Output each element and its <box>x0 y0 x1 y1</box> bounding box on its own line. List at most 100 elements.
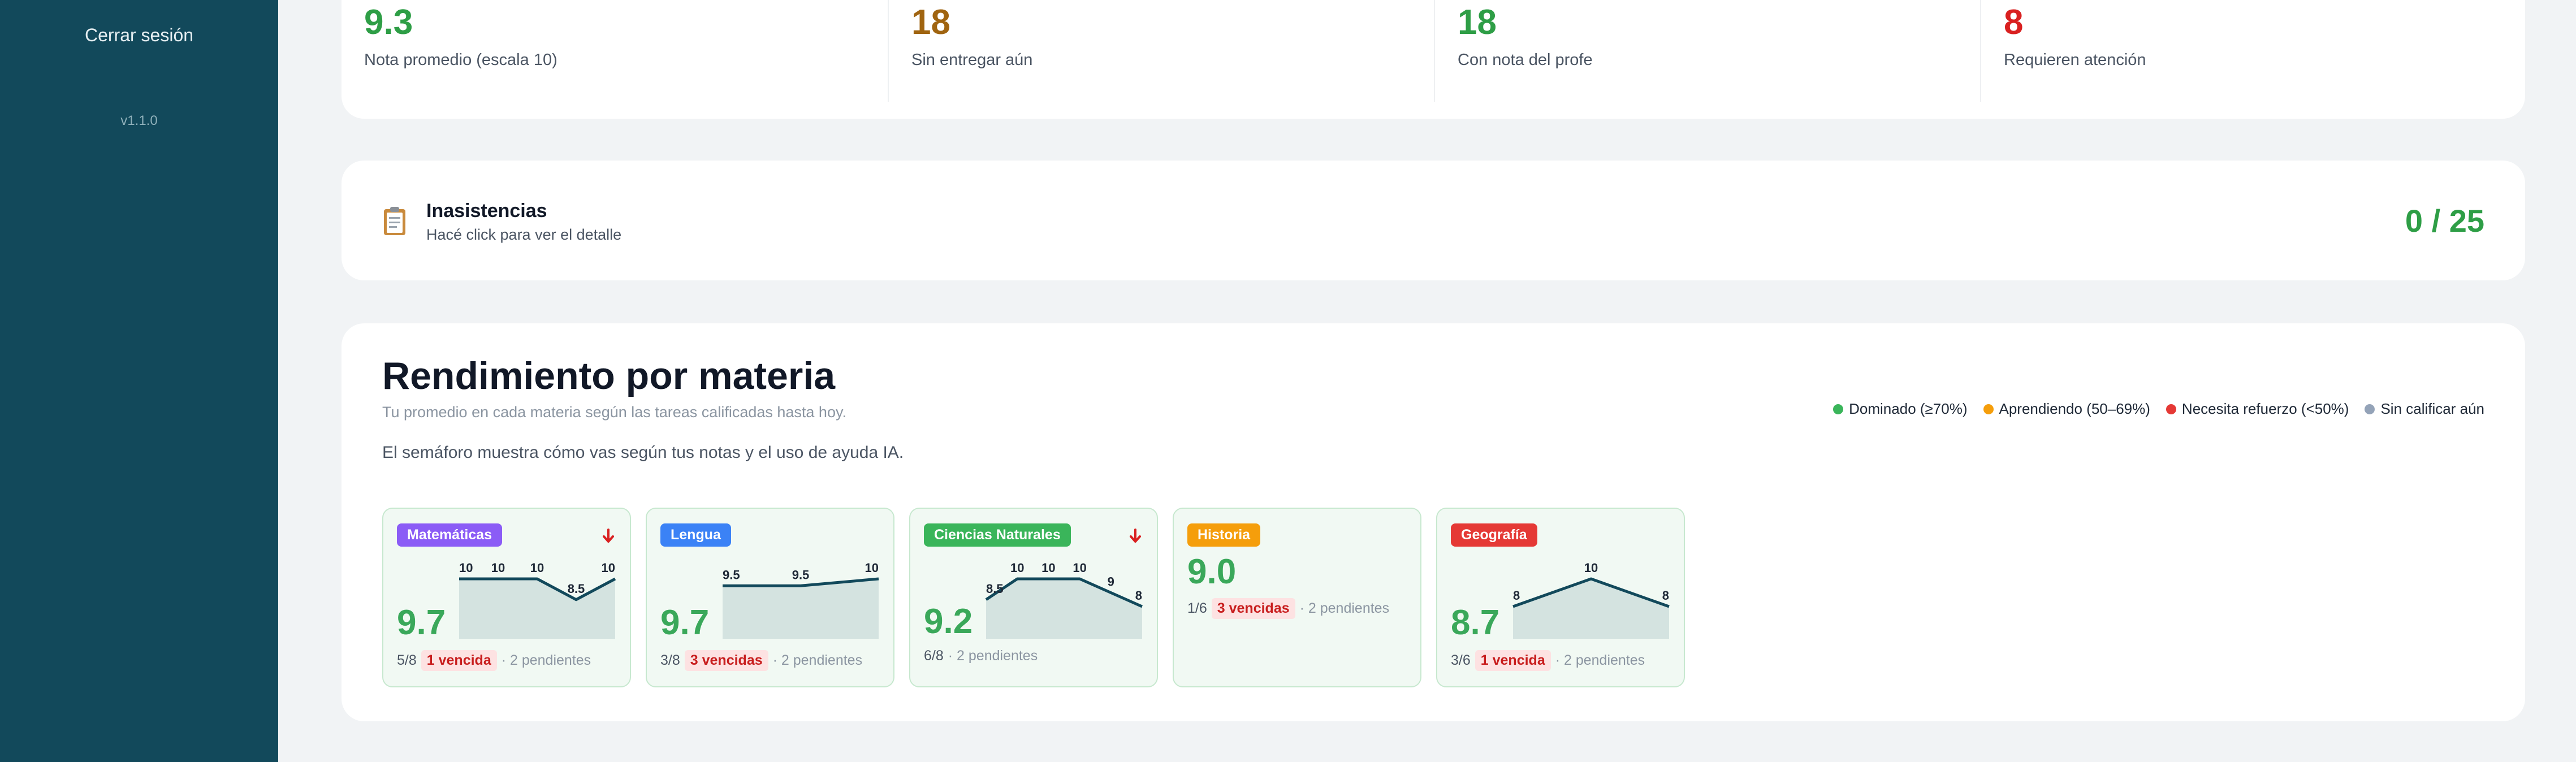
stat-value: 18 <box>911 3 950 42</box>
subject-tag: Geografía <box>1451 523 1537 547</box>
trend-down-icon <box>1130 529 1141 543</box>
stat-value: 9.3 <box>364 3 413 42</box>
gray-dot-icon <box>2365 404 2375 414</box>
app-version: v1.1.0 <box>120 113 158 128</box>
sparkline-point-label: 10 <box>1010 561 1024 575</box>
sparkline-line <box>985 577 1143 608</box>
section-subtitle: Tu promedio en cada materia según las ta… <box>382 404 846 421</box>
graded-count: 3/6 <box>1451 652 1471 668</box>
sparkline-area <box>986 579 1142 639</box>
pending-count: · 2 pendientes <box>772 652 863 668</box>
sparkline-point-label: 8 <box>1513 588 1520 603</box>
sparkline-point-label: 10 <box>1041 561 1055 575</box>
stat-label: Sin entregar aún <box>911 51 1033 69</box>
graded-count: 5/8 <box>397 652 417 668</box>
sparkline-line <box>459 577 616 601</box>
sparkline-point-label: 10 <box>530 561 544 575</box>
sidebar: Cerrar sesión v1.1.0 <box>0 0 278 762</box>
stat-average-grade: 9.3 Nota promedio (escala 10) <box>342 0 888 102</box>
stat-value: 8 <box>2004 3 2024 42</box>
sparkline-point-label: 8 <box>1662 588 1669 603</box>
sparkline-point-label: 8.5 <box>568 582 585 596</box>
legend-label: Dominado (≥70%) <box>1849 400 1968 417</box>
overdue-badge: 1 vencida <box>1475 650 1551 671</box>
sparkline-point-label: 8.5 <box>986 582 1004 596</box>
sparkline-area <box>459 579 615 639</box>
grades-sparkline: 8 10 8 <box>1512 561 1670 639</box>
subject-tag: Ciencias Naturales <box>924 523 1071 547</box>
section-description: El semáforo muestra cómo vas según tus n… <box>382 443 904 462</box>
stats-card: 9.3 Nota promedio (escala 10) 18 Sin ent… <box>342 0 2525 119</box>
performance-card: Rendimiento por materia Tu promedio en c… <box>342 323 2525 721</box>
pending-count: · 2 pendientes <box>1555 652 1645 668</box>
stat-graded: 18 Con nota del profe <box>1434 0 1980 102</box>
legend-item-not-graded: Sin calificar aún <box>2365 400 2484 418</box>
subject-average: 9.7 <box>660 603 710 642</box>
legend-label: Aprendiendo (50–69%) <box>1999 400 2150 417</box>
pending-count: · 2 pendientes <box>1299 600 1390 616</box>
grades-sparkline: 9.5 9.5 10 <box>723 561 879 639</box>
green-dot-icon <box>1833 404 1844 414</box>
graded-count: 3/8 <box>660 652 680 668</box>
orange-dot-icon <box>1983 404 1994 414</box>
subject-average: 8.7 <box>1451 603 1500 642</box>
sparkline-line <box>1512 577 1670 608</box>
subject-card-matematicas[interactable]: Matemáticas 10 10 10 8.5 10 9.7 5/8 1 vencid… <box>382 508 631 687</box>
sparkline-point-label: 10 <box>1073 561 1086 575</box>
subject-meta: 3/6 1 vencida · 2 pendientes <box>1451 650 1645 671</box>
absences-count: 0 / 25 <box>2405 203 2484 239</box>
legend-label: Sin calificar aún <box>2380 400 2484 417</box>
subject-tag: Lengua <box>660 523 731 547</box>
stat-value: 18 <box>1458 3 1497 42</box>
sparkline-point-label: 10 <box>491 561 505 575</box>
overdue-badge: 3 vencidas <box>684 650 768 671</box>
stat-label: Requieren atención <box>2004 51 2146 69</box>
graded-count: 1/6 <box>1187 600 1207 616</box>
subject-meta: 1/6 3 vencidas · 2 pendientes <box>1187 598 1389 619</box>
legend-label: Necesita refuerzo (<50%) <box>2181 400 2349 417</box>
subject-average: 9.2 <box>924 602 973 641</box>
subject-meta: 6/8 · 2 pendientes <box>924 648 1038 664</box>
legend-item-mastered: Dominado (≥70%) <box>1833 400 1968 418</box>
legend-item-learning: Aprendiendo (50–69%) <box>1983 400 2150 418</box>
sparkline-area <box>723 579 879 639</box>
sparkline-point-label: 10 <box>1584 561 1598 575</box>
sparkline-line <box>723 577 879 587</box>
stat-label: Con nota del profe <box>1458 51 1593 69</box>
absences-card[interactable]: Inasistencias Hacé click para ver el det… <box>342 161 2525 280</box>
subject-average: 9.7 <box>397 603 446 642</box>
stat-not-submitted: 18 Sin entregar aún <box>888 0 1434 102</box>
sparkline-area <box>1513 579 1669 639</box>
stat-label: Nota promedio (escala 10) <box>364 51 557 69</box>
pending-count: · 2 pendientes <box>501 652 591 668</box>
subject-meta: 3/8 3 vencidas · 2 pendientes <box>660 650 862 671</box>
subject-tag: Matemáticas <box>397 523 503 547</box>
overdue-badge: 3 vencidas <box>1211 598 1295 619</box>
traffic-light-legend: Dominado (≥70%) Aprendiendo (50–69%) Nec… <box>1833 400 2484 418</box>
grades-sparkline: 8.5 10 10 10 9 8 <box>985 561 1143 639</box>
grades-sparkline: 10 10 10 8.5 10 <box>459 561 616 639</box>
absences-subtitle: Hacé click para ver el detalle <box>426 226 622 243</box>
sparkline-point-label: 9.5 <box>792 568 810 582</box>
sparkline-point-label: 8 <box>1135 588 1142 603</box>
sparkline-point-label: 9.5 <box>723 568 740 582</box>
sparkline-point-label: 10 <box>459 561 473 575</box>
subject-card-geografia[interactable]: Geografía 8 10 8 8.7 3/6 1 vencida · 2 pen… <box>1436 508 1685 687</box>
subject-card-lengua[interactable]: Lengua 9.5 9.5 10 9.7 3/8 3 vencidas · 2 p… <box>646 508 894 687</box>
red-dot-icon <box>2166 404 2176 414</box>
graded-count: 6/8 <box>924 648 944 664</box>
absences-title: Inasistencias <box>426 200 547 222</box>
subject-card-ciencias-naturales[interactable]: Ciencias Naturales 8.5 10 10 10 9 8 9.2 6/8 ·… <box>909 508 1158 687</box>
sparkline-point-label: 10 <box>865 561 879 575</box>
subject-tag: Historia <box>1187 523 1261 547</box>
subject-card-historia[interactable]: Historia 9.0 1/6 3 vencidas · 2 pendient… <box>1173 508 1421 687</box>
subject-meta: 5/8 1 vencida · 2 pendientes <box>397 650 591 671</box>
logout-button[interactable]: Cerrar sesión <box>84 25 194 45</box>
clipboard-icon <box>384 207 405 235</box>
sparkline-point-label: 10 <box>602 561 615 575</box>
stat-need-attention: 8 Requieren atención <box>1980 0 2525 102</box>
sparkline-point-label: 9 <box>1108 575 1114 589</box>
trend-down-icon <box>603 529 614 543</box>
section-title: Rendimiento por materia <box>382 354 836 397</box>
pending-count: · 2 pendientes <box>948 648 1038 664</box>
